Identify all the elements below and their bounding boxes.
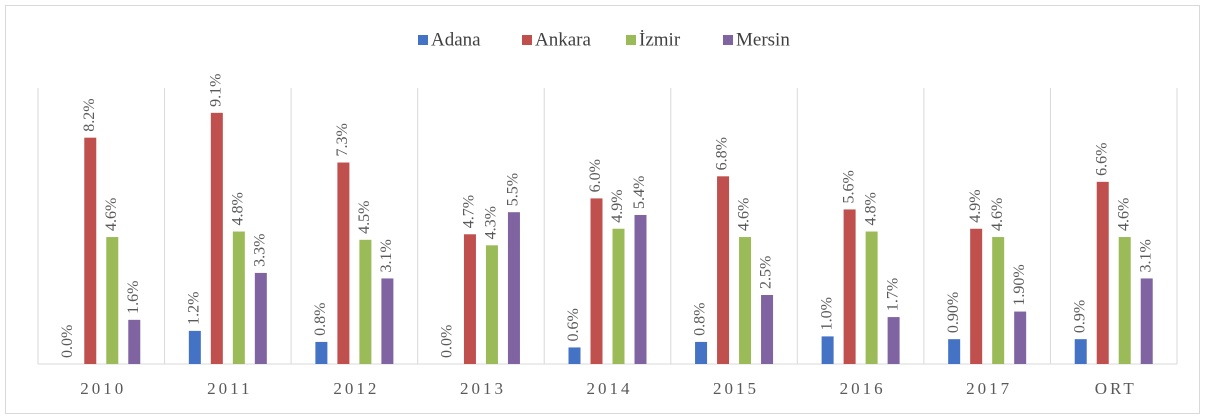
value-label: 6.0% (587, 159, 604, 192)
x-tick-label: 2010 (80, 379, 126, 398)
x-tick-label: 2013 (460, 379, 506, 398)
value-label: 0.0% (59, 325, 76, 358)
value-label: 6.6% (1093, 143, 1110, 176)
bar (634, 214, 647, 364)
bar (84, 137, 97, 364)
bar (568, 347, 581, 364)
x-tick-label: 2012 (333, 379, 379, 398)
value-label: 1.7% (884, 278, 901, 311)
value-label: 0.8% (692, 303, 709, 336)
bar (843, 209, 856, 364)
value-label: 1.0% (818, 297, 835, 330)
value-label: 6.8% (714, 137, 731, 170)
bar (128, 319, 141, 364)
value-label: 4.6% (736, 198, 753, 231)
bar (821, 336, 834, 364)
value-label: 1.6% (125, 281, 142, 314)
value-label: 4.8% (230, 192, 247, 225)
value-label: 3.1% (1137, 239, 1154, 272)
value-label: 4.9% (609, 189, 626, 222)
bar (717, 176, 730, 364)
legend-label: Ankara (535, 29, 591, 50)
value-label: 4.7% (461, 195, 478, 228)
bar (485, 245, 498, 364)
bar (188, 330, 201, 364)
value-label: 4.6% (989, 198, 1006, 231)
value-label: 4.3% (483, 206, 500, 239)
bar (1096, 181, 1109, 364)
bar (761, 295, 774, 364)
value-label: 5.4% (631, 176, 648, 209)
x-tick-label: ORT (1095, 379, 1137, 398)
value-label: 3.1% (378, 239, 395, 272)
value-label: 0.90% (945, 292, 962, 333)
value-label: 1.90% (1011, 264, 1028, 305)
bar (612, 228, 625, 364)
bar (865, 231, 878, 364)
legend-label: Mersin (736, 29, 790, 50)
bar (948, 339, 961, 364)
x-tick-label: 2016 (840, 379, 886, 398)
bar (1140, 278, 1153, 364)
bar (1118, 237, 1131, 364)
bar (739, 237, 752, 364)
value-label: 5.5% (505, 173, 522, 206)
value-label: 4.6% (1115, 198, 1132, 231)
bar (1074, 339, 1087, 364)
value-label: 2.5% (758, 256, 775, 289)
legend-swatch (626, 35, 636, 45)
bar (1014, 311, 1027, 364)
bar (337, 162, 350, 364)
x-tick-label: 2015 (713, 379, 759, 398)
value-label: 9.1% (208, 74, 225, 107)
x-tick-label: 2011 (207, 379, 252, 398)
value-label: 0.8% (312, 303, 329, 336)
bar (970, 228, 983, 364)
legend-swatch (723, 35, 733, 45)
legend-label: Adana (431, 29, 481, 50)
value-label: 4.9% (967, 189, 984, 222)
bar (695, 341, 708, 364)
bar (381, 278, 394, 364)
bar (254, 272, 267, 364)
bar (232, 231, 245, 364)
value-label: 0.0% (439, 325, 456, 358)
bar (590, 198, 603, 364)
bar (507, 212, 520, 364)
value-label: 4.8% (862, 192, 879, 225)
value-label: 4.5% (356, 200, 373, 233)
value-label: 0.6% (565, 308, 582, 341)
bar (210, 112, 223, 364)
bar (992, 237, 1005, 364)
value-label: 1.2% (186, 292, 203, 325)
value-label: 0.9% (1071, 300, 1088, 333)
value-label: 7.3% (334, 123, 351, 156)
legend-swatch (418, 35, 428, 45)
legend-label: İzmir (639, 29, 681, 50)
value-label: 4.6% (103, 198, 120, 231)
value-label: 8.2% (81, 98, 98, 131)
bar (315, 341, 328, 364)
value-label: 5.6% (840, 170, 857, 203)
legend-swatch (522, 35, 532, 45)
bar (359, 239, 372, 364)
bar (887, 317, 900, 364)
x-tick-label: 2014 (587, 379, 633, 398)
bar (106, 237, 119, 364)
value-label: 3.3% (252, 234, 269, 267)
x-tick-label: 2017 (966, 379, 1012, 398)
bar (463, 234, 476, 364)
